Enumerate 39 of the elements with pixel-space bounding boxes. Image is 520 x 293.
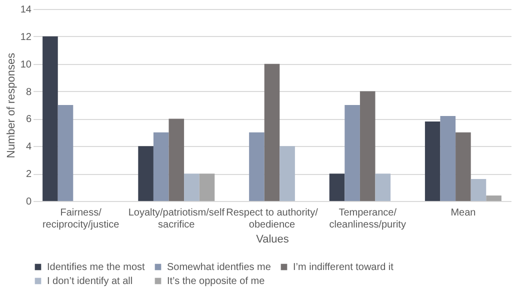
y-tick-label: 14 xyxy=(20,4,32,16)
x-tick-label: Mean xyxy=(450,208,476,218)
bar xyxy=(440,116,456,201)
bar xyxy=(280,146,295,201)
bar xyxy=(42,36,58,201)
y-tick-label: 2 xyxy=(26,169,32,180)
x-tick-label: Fairness/ reciprocity/justice xyxy=(42,208,120,230)
bar xyxy=(424,121,440,201)
legend-label: I don’t identify at all xyxy=(47,276,133,287)
x-tick-label: Respect to authority/ obedience xyxy=(226,208,318,230)
bar xyxy=(360,91,376,201)
bar xyxy=(456,132,471,201)
bar xyxy=(344,105,360,201)
legend-label: Somewhat identfies me xyxy=(167,262,272,273)
x-tick-label: Temperance/ cleanliness/purity xyxy=(329,208,406,230)
y-tick-label: 12 xyxy=(20,32,32,43)
bar xyxy=(199,174,215,201)
y-tick-label: 6 xyxy=(26,114,32,126)
legend-label: Identifies me the most xyxy=(47,262,146,273)
y-tick-label: 10 xyxy=(20,59,32,70)
x-axis-title: Values xyxy=(256,234,290,246)
bar xyxy=(138,146,154,201)
bar xyxy=(249,132,264,201)
legend-label: It’s the opposite of me xyxy=(167,276,266,287)
y-axis-title: Number of responses xyxy=(5,52,18,158)
legend-label: I’m indifferent toward it xyxy=(293,262,394,273)
y-tick-label: 4 xyxy=(26,142,32,153)
bar xyxy=(264,64,280,201)
y-tick-label: 8 xyxy=(26,86,32,98)
x-tick-label: Loyalty/patriotism/self sacrifice xyxy=(128,208,225,230)
bar xyxy=(58,105,74,201)
bar xyxy=(184,174,200,201)
bar xyxy=(329,174,345,201)
y-tick-label: 0 xyxy=(26,196,32,208)
bar xyxy=(153,132,169,201)
bar xyxy=(470,179,486,201)
bar xyxy=(486,196,502,201)
bar xyxy=(168,118,184,201)
bar xyxy=(375,174,391,201)
